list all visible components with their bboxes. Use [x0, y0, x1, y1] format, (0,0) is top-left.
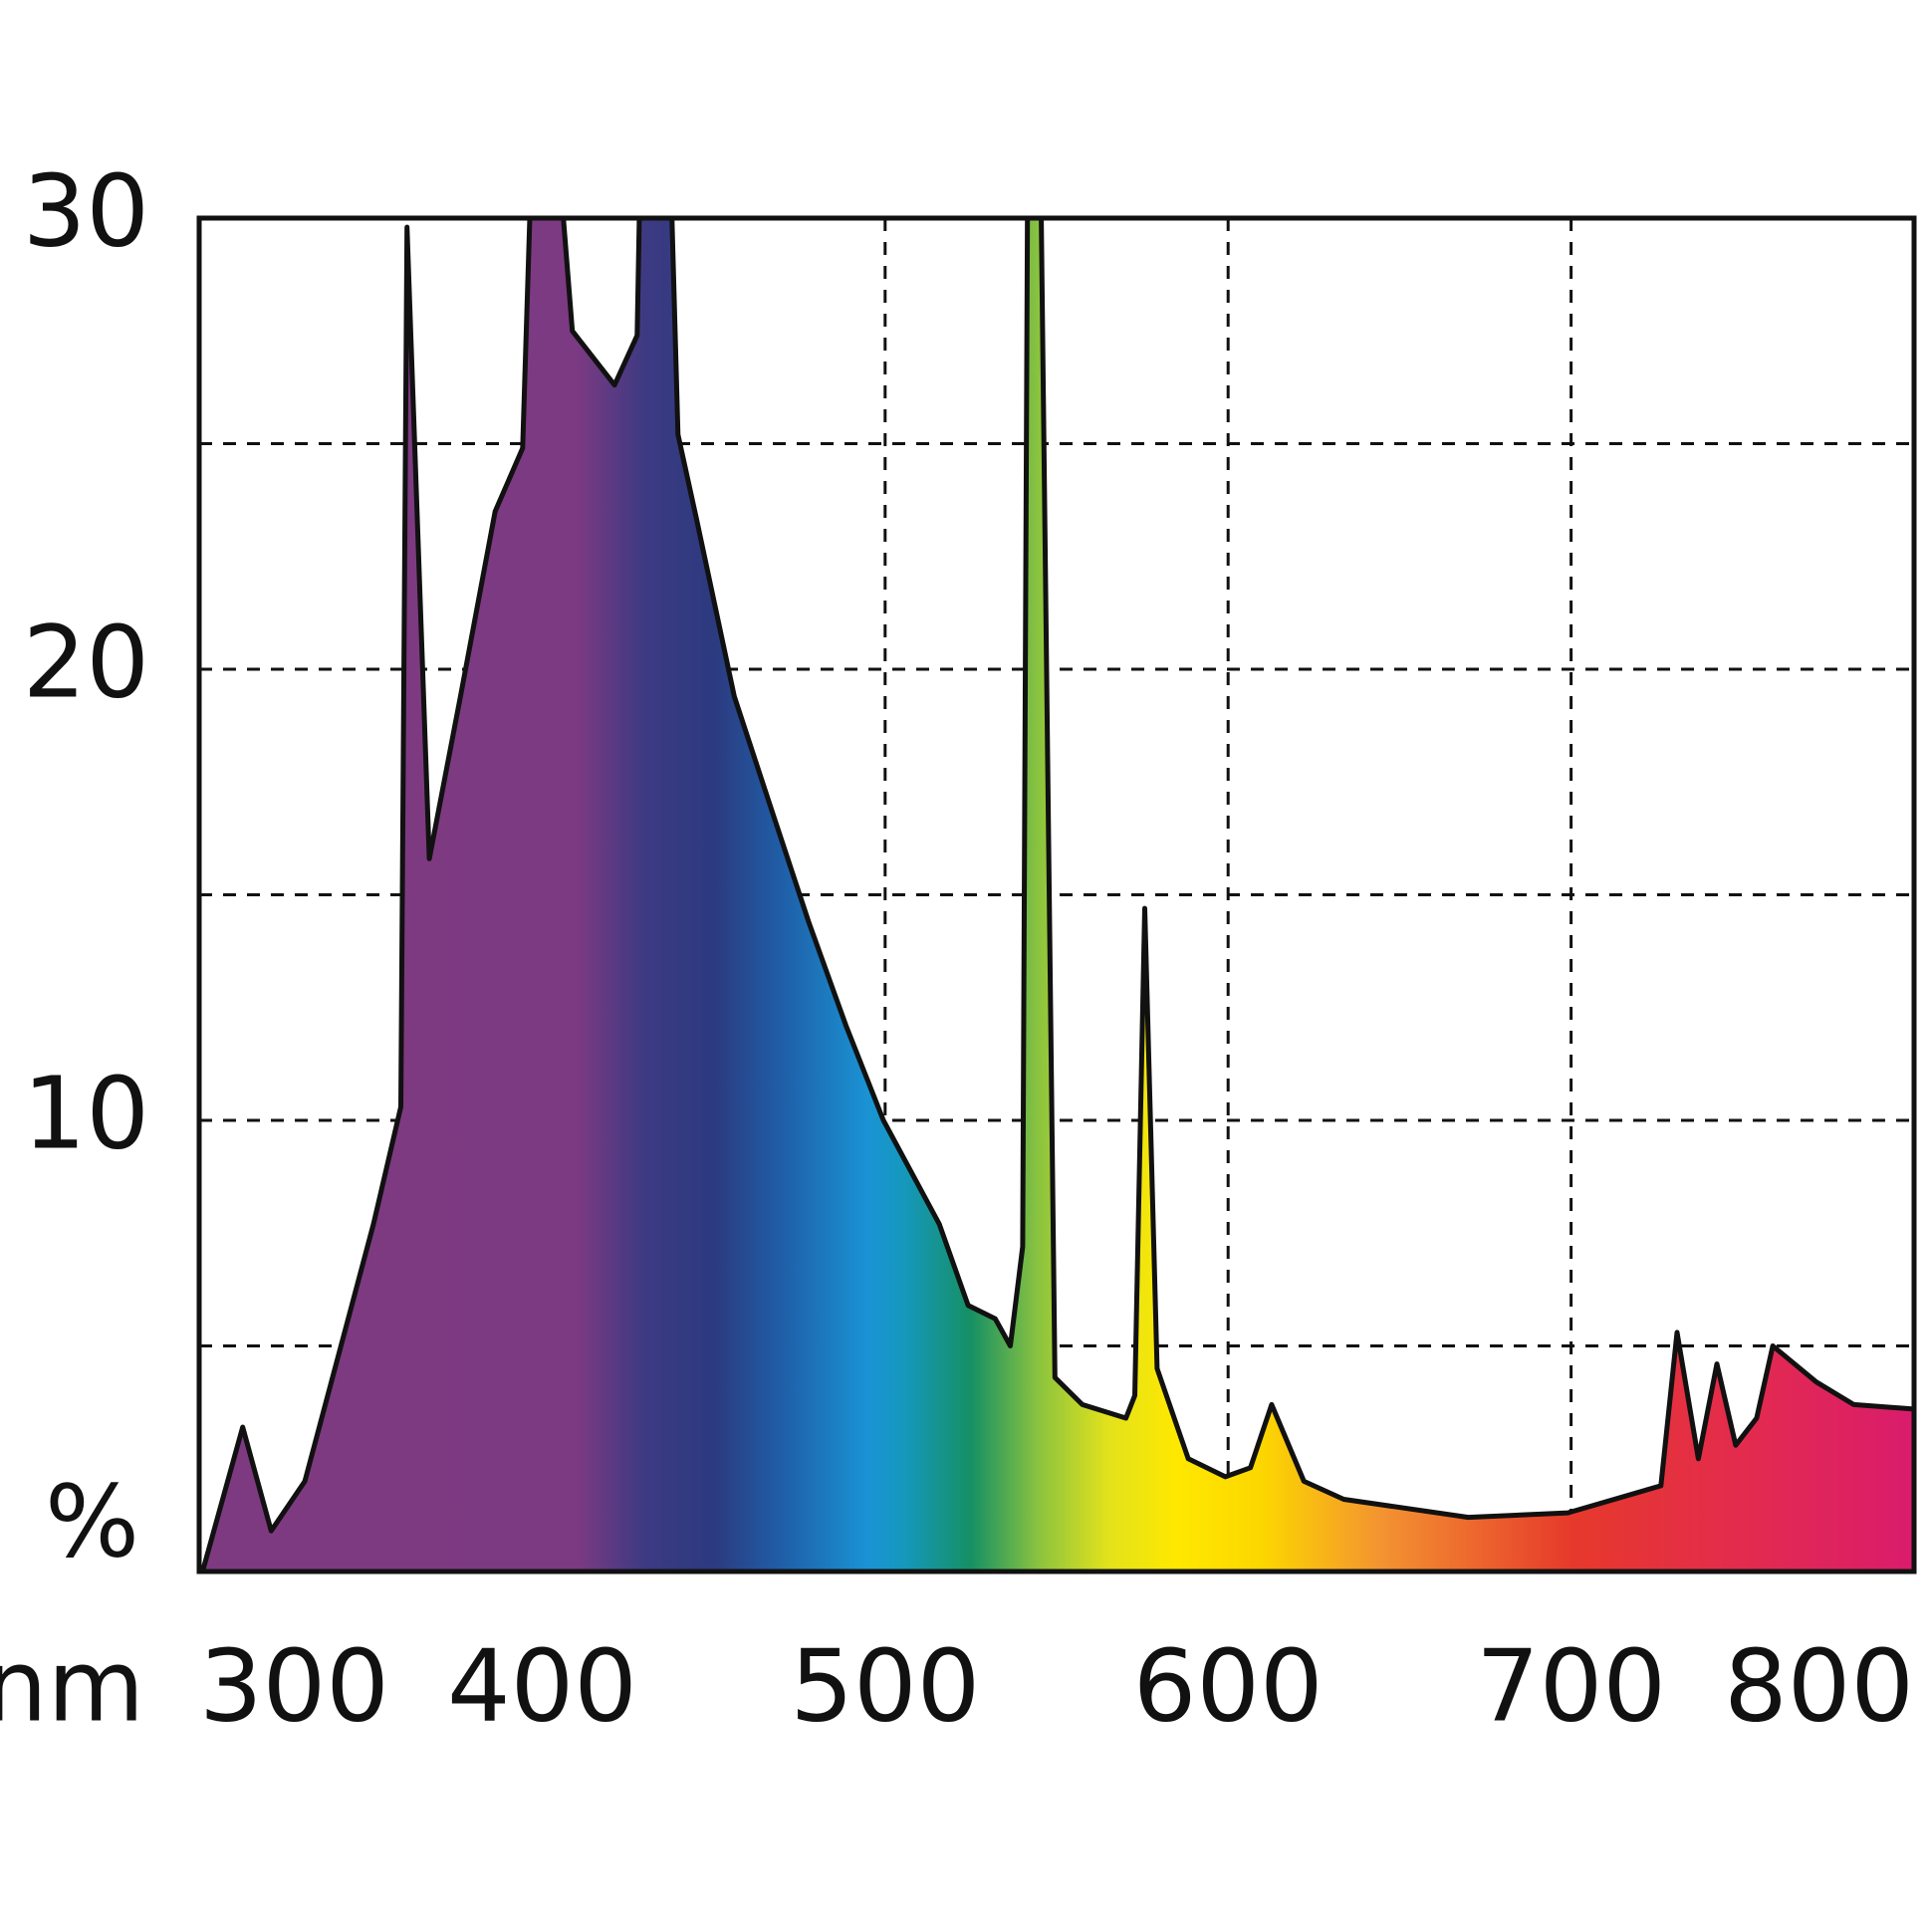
x-tick-label: 600 [1133, 1627, 1324, 1744]
y-tick-label: 30 [23, 152, 149, 269]
area-layer [199, 218, 1914, 1571]
x-tick-label: 300 [199, 1627, 389, 1744]
x-tick-label: 400 [447, 1627, 637, 1744]
spectrum-area [202, 218, 1914, 1571]
plot-frame [196, 215, 1917, 1574]
x-tick-label: 500 [790, 1627, 980, 1744]
x-tick-label: 800 [1724, 1627, 1914, 1744]
y-axis-label: % [45, 1463, 139, 1579]
spectrum-line [199, 218, 1914, 1571]
tick-labels: 10 20 30 300 400 500 600 700 800 [23, 152, 1914, 1744]
y-tick-label: 20 [23, 604, 149, 720]
x-tick-label: 700 [1476, 1627, 1666, 1744]
y-tick-label: 10 [23, 1055, 149, 1171]
x-axis-label: nm [0, 1627, 144, 1744]
